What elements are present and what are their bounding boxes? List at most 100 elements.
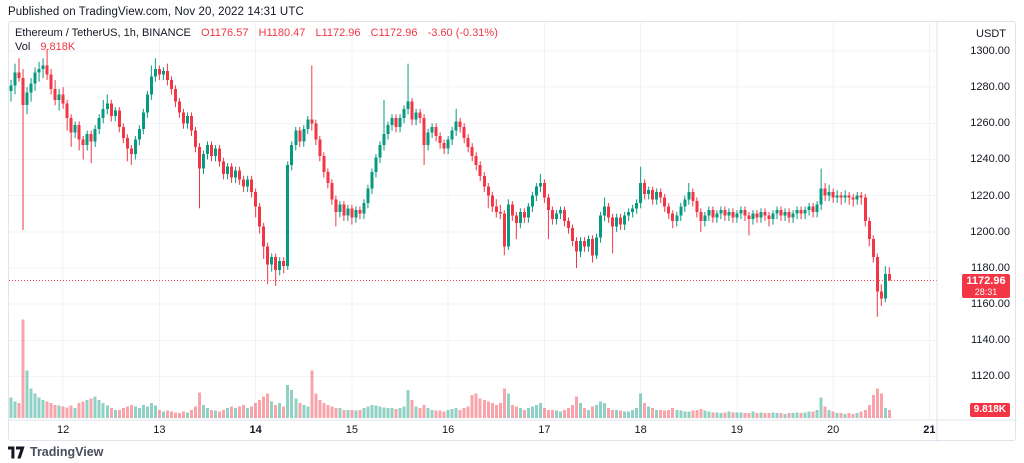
volume-bar xyxy=(77,403,81,418)
volume-bar xyxy=(386,408,390,418)
volume-bar xyxy=(322,403,326,418)
candle-body xyxy=(875,257,879,292)
candle-body xyxy=(635,202,639,209)
candle-body xyxy=(65,103,69,118)
candle-body xyxy=(671,213,675,221)
volume-bar xyxy=(867,404,871,418)
candle-body xyxy=(791,213,795,218)
volume-bar xyxy=(502,388,506,418)
volume-bar xyxy=(530,406,534,418)
candle-body xyxy=(210,145,214,156)
volume-bar xyxy=(222,409,226,418)
volume-bar xyxy=(129,404,133,418)
tradingview-logo-text: TradingView xyxy=(30,445,104,459)
volume-bar xyxy=(302,404,306,418)
volume-bar xyxy=(25,370,29,418)
volume-bar xyxy=(17,403,21,418)
candle-body xyxy=(129,148,133,155)
volume-bar xyxy=(442,411,446,418)
candle-body xyxy=(707,210,711,216)
candle-body xyxy=(639,183,643,203)
volume-bar xyxy=(105,405,109,418)
candle-body xyxy=(454,121,458,131)
volume-bar xyxy=(574,396,578,418)
volume-bar xyxy=(807,411,811,418)
candle-body xyxy=(623,215,627,225)
volume-bar xyxy=(699,408,703,418)
candle-body xyxy=(193,130,197,147)
volume-bar xyxy=(81,401,85,418)
volume-bar xyxy=(346,409,350,418)
volume-bar xyxy=(430,409,434,418)
volume-bar xyxy=(815,409,819,418)
volume-bar xyxy=(125,406,129,418)
candle-body xyxy=(206,145,210,155)
volume-legend-value: 9.818K xyxy=(40,41,76,53)
candle-body xyxy=(153,69,157,77)
time-tick: 12 xyxy=(57,424,70,436)
volume-bar xyxy=(390,408,394,418)
volume-bar xyxy=(153,405,157,418)
candle-body xyxy=(322,155,326,173)
candle-body xyxy=(450,130,454,140)
volume-bar xyxy=(406,390,410,418)
volume-bar xyxy=(839,413,843,418)
volume-bar xyxy=(466,406,470,418)
current-price-value: 1172.96 xyxy=(966,274,1006,287)
volume-bar xyxy=(835,413,839,418)
volume-bar xyxy=(743,413,747,418)
candle-body xyxy=(446,139,450,149)
candle-body xyxy=(695,201,699,212)
time-tick: 16 xyxy=(442,424,455,436)
candle-body xyxy=(430,126,434,133)
candle-body xyxy=(298,130,302,142)
time-axis[interactable]: 12 13 14 15 16 17 18 19 20 21 xyxy=(9,421,937,441)
tradingview-attribution[interactable]: TradingView xyxy=(8,444,103,460)
volume-bar xyxy=(655,409,659,418)
ohlc-close: C1172.96 xyxy=(370,27,418,39)
candle-body xyxy=(318,139,322,156)
volume-bar xyxy=(803,412,807,418)
chart-canvas[interactable] xyxy=(9,22,1017,442)
candle-body xyxy=(137,128,141,140)
candle-body xyxy=(651,190,655,200)
volume-bar xyxy=(554,410,558,418)
candle-body xyxy=(21,78,25,106)
volume-bar xyxy=(583,408,587,418)
volume-bar xyxy=(338,408,342,418)
candle-body xyxy=(819,188,823,205)
price-axis[interactable]: USDT 1172.96 28:31 9.818K 1300.00 1280.00… xyxy=(937,22,1017,442)
candle-body xyxy=(631,208,635,212)
volume-bar xyxy=(250,406,254,418)
candle-body xyxy=(554,213,558,220)
volume-bar xyxy=(169,411,173,418)
volume-bar xyxy=(458,409,462,418)
volume-bar xyxy=(45,401,49,418)
volume-bar xyxy=(298,403,302,418)
candle-body xyxy=(542,183,546,198)
volume-bar xyxy=(149,403,153,418)
candle-body xyxy=(867,220,871,240)
current-volume-label: 9.818K xyxy=(969,403,1010,417)
volume-bar xyxy=(141,404,145,418)
volume-bar xyxy=(739,412,743,418)
volume-bar xyxy=(117,409,121,418)
candle-body xyxy=(262,226,266,247)
volume-bar xyxy=(370,404,374,418)
candle-body xyxy=(566,220,570,229)
candle-body xyxy=(37,69,41,73)
candle-body xyxy=(202,154,206,169)
candle-body xyxy=(278,260,282,270)
volume-legend-label: Vol xyxy=(15,41,31,53)
volume-bar xyxy=(109,408,113,418)
candle-body xyxy=(282,260,286,267)
volume-bar xyxy=(526,408,530,418)
volume-bar xyxy=(358,409,362,418)
candle-body xyxy=(145,94,149,113)
volume-bar xyxy=(418,408,422,418)
candle-body xyxy=(611,217,615,227)
volume-bar xyxy=(238,406,242,418)
candle-body xyxy=(474,155,478,165)
symbol-title: Ethereum / TetherUS, 1h, BINANCE xyxy=(15,27,191,39)
legend: Ethereum / TetherUS, 1h, BINANCE O1176.5… xyxy=(15,26,498,54)
